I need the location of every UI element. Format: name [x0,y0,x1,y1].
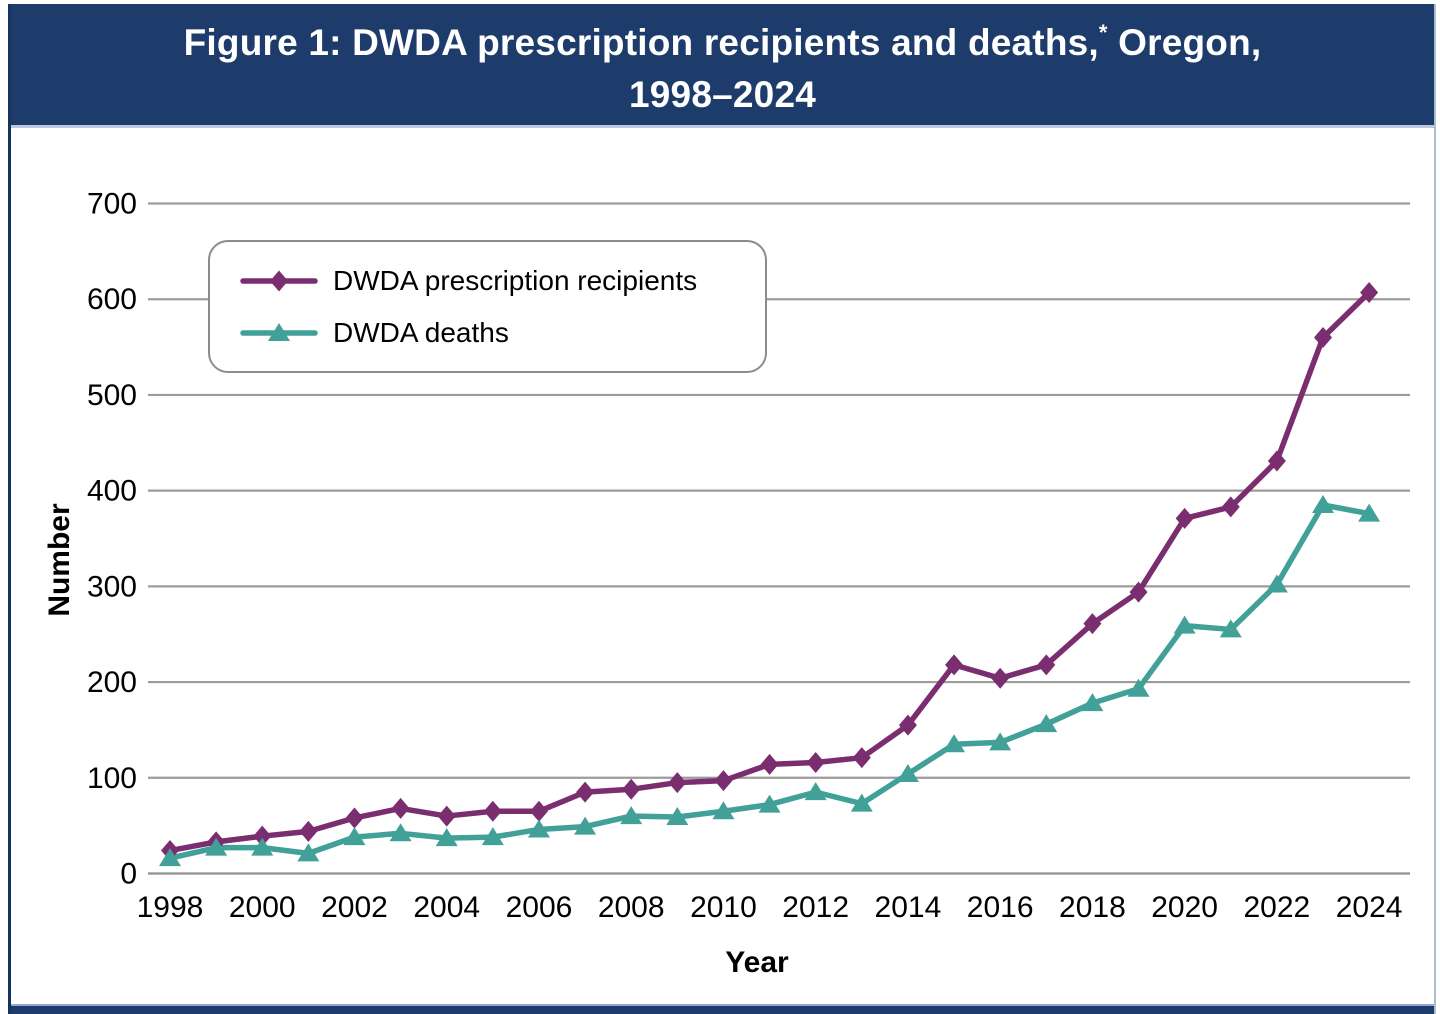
y-tick-label-500: 500 [87,379,137,412]
marker-prescriptions-2010 [714,770,733,792]
marker-deaths-2001 [297,843,320,862]
marker-prescriptions-2012 [806,751,825,773]
marker-deaths-2017 [1035,714,1058,733]
y-axis-title: Number [43,503,76,617]
x-tick-label-2016: 2016 [967,891,1034,924]
y-tick-label-700: 700 [87,188,137,221]
marker-deaths-2003 [389,823,412,842]
marker-deaths-2007 [574,816,597,835]
marker-deaths-2010 [712,801,735,820]
marker-prescriptions-2009 [668,772,687,794]
y-tick-label-600: 600 [87,283,137,316]
legend-item-prescriptions: DWDA prescription recipients [240,265,765,297]
title-asterisk: * [1098,19,1108,45]
marker-deaths-1999 [205,837,228,856]
y-tick-label-400: 400 [87,475,137,508]
x-tick-label-2006: 2006 [506,891,573,924]
x-tick-label-2008: 2008 [598,891,665,924]
marker-deaths-2014 [896,763,919,782]
marker-deaths-2016 [989,732,1012,751]
y-tick-label-0: 0 [120,858,137,891]
figure-title-line1: Figure 1: DWDA prescription recipients a… [11,17,1434,69]
marker-prescriptions-2022 [1267,450,1286,472]
marker-prescriptions-2013 [852,747,871,769]
marker-deaths-2024 [1358,503,1381,522]
marker-deaths-2022 [1265,574,1288,593]
x-tick-label-2020: 2020 [1151,891,1218,924]
marker-deaths-2002 [343,827,366,846]
marker-prescriptions-2019 [1129,581,1148,603]
marker-prescriptions-2006 [529,800,548,822]
marker-deaths-2015 [943,734,966,753]
x-tick-label-1998: 1998 [137,891,204,924]
marker-deaths-2019 [1127,678,1150,697]
x-tick-label-2018: 2018 [1059,891,1126,924]
figure-header: Figure 1: DWDA prescription recipients a… [11,4,1434,128]
marker-prescriptions-2015 [945,654,964,676]
legend-label-prescriptions: DWDA prescription recipients [333,264,698,296]
x-tick-label-2014: 2014 [875,891,942,924]
x-tick-label-2000: 2000 [229,891,296,924]
marker-prescriptions-2014 [898,714,917,736]
x-tick-label-2022: 2022 [1244,891,1311,924]
y-tick-label-300: 300 [87,570,137,603]
marker-prescriptions-2016 [991,667,1010,689]
legend-marker-deaths-icon [240,322,318,341]
y-tick-label-100: 100 [87,762,137,795]
marker-deaths-2018 [1081,693,1104,712]
marker-prescriptions-2021 [1221,496,1240,518]
figure-title-line2: 1998–2024 [629,74,816,115]
figure-footer-bar [11,1004,1434,1014]
marker-prescriptions-2024 [1360,282,1379,304]
figure-border-left [8,4,11,1014]
marker-deaths-2021 [1219,619,1242,638]
x-tick-label-2010: 2010 [690,891,757,924]
legend-item-deaths: DWDA deaths [240,317,765,349]
marker-deaths-2013 [850,793,873,812]
marker-prescriptions-2003 [391,797,410,819]
legend-box: DWDA prescription recipients DWDA deaths [208,240,767,373]
marker-deaths-2011 [758,794,781,813]
marker-deaths-1998 [159,848,181,867]
figure-title: Figure 1: DWDA prescription recipients a… [11,4,1434,121]
marker-deaths-2012 [804,782,827,801]
legend-marker-prescriptions-icon [240,270,318,291]
marker-prescriptions-2005 [483,800,502,822]
x-axis-title: Year [725,946,789,979]
x-tick-label-2024: 2024 [1336,891,1403,924]
marker-prescriptions-2011 [760,753,779,775]
marker-prescriptions-2008 [622,778,641,800]
marker-deaths-2000 [251,837,274,856]
marker-prescriptions-2017 [1037,654,1056,676]
marker-deaths-2004 [435,828,458,847]
marker-deaths-2005 [481,827,504,846]
marker-deaths-2006 [527,819,550,838]
marker-deaths-2009 [666,807,689,826]
figure-border-right [1434,4,1436,1014]
legend-sample-marker [270,270,288,291]
legend-sample-marker [268,322,290,341]
x-tick-label-2012: 2012 [782,891,849,924]
marker-prescriptions-2007 [576,781,595,803]
figure-title-line1-suffix: Oregon, [1107,22,1262,63]
x-tick-label-2002: 2002 [321,891,388,924]
marker-prescriptions-2000 [253,825,272,847]
figure-title-line1-text: Figure 1: DWDA prescription recipients a… [183,22,1099,63]
marker-prescriptions-2018 [1083,613,1102,635]
marker-prescriptions-2020 [1175,507,1194,529]
marker-deaths-2020 [1173,615,1196,634]
marker-deaths-2023 [1312,495,1334,514]
marker-prescriptions-2023 [1314,327,1332,349]
marker-prescriptions-2001 [299,820,318,842]
y-tick-label-200: 200 [87,666,137,699]
legend-label-deaths: DWDA deaths [333,316,509,348]
x-tick-label-2004: 2004 [413,891,480,924]
marker-prescriptions-2004 [437,805,456,827]
marker-prescriptions-2002 [345,807,364,829]
marker-deaths-2008 [620,806,643,825]
